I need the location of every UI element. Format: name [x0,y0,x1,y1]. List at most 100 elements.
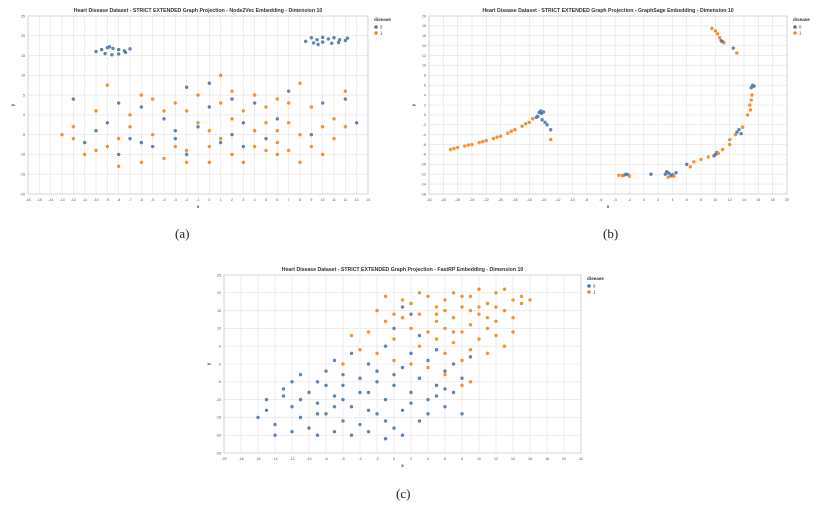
data-point-class-1 [502,344,507,348]
data-point-class-1 [620,174,625,178]
data-point-class-1 [451,316,456,320]
node2vec-scatter-chart: Heart Disease Dataset - STRICT EXTENDED … [10,8,391,209]
data-point-class-1 [332,136,336,141]
data-point-class-0 [264,136,268,141]
data-point-class-0 [534,115,539,120]
data-point-class-1 [105,144,110,149]
x-tick-label: -6 [140,198,143,202]
x-tick-label: 6 [276,198,278,202]
y-tick-label: 4 [424,93,426,97]
data-point-class-0 [468,355,473,359]
data-point-class-1 [448,147,453,152]
data-point-class-1 [375,308,379,313]
y-tick-label: -6 [423,143,426,147]
x-tick-label: 10 [713,198,717,202]
x-tick-label: -4 [614,198,617,202]
data-point-class-0 [71,97,76,101]
data-point-class-1 [264,148,268,153]
data-point-class-1 [460,294,464,299]
plot-frame [223,274,582,454]
data-point-class-0 [674,171,678,175]
x-tick-label: -18 [512,198,517,202]
data-point-class-0 [241,121,246,125]
data-point-class-1 [452,146,456,151]
data-point-class-1 [320,125,325,129]
data-point-class-0 [116,52,121,56]
data-point-class-0 [320,40,325,44]
plot-frame [428,15,788,195]
data-point-class-0 [207,81,212,85]
x-tick-label: -8 [324,457,327,461]
data-point-class-1 [426,294,430,299]
chart-panel-a: Heart Disease Dataset - STRICT EXTENDED … [2,3,397,213]
data-point-class-0 [392,326,396,331]
data-point-class-1 [748,103,752,107]
legend-entry-label: 1 [380,31,383,36]
data-point-class-1 [230,89,234,93]
x-tick-label: -5 [151,198,154,202]
data-point-class-1 [400,316,405,320]
y-tick-label: 8 [424,74,426,78]
data-point-class-1 [748,108,753,112]
data-point-class-1 [392,337,396,341]
x-tick-label: -11 [82,198,87,202]
data-point-class-0 [341,419,345,423]
x-tick-label: -10 [306,457,311,461]
data-point-class-1 [468,380,473,384]
x-axis-label: x [401,463,404,468]
data-point-class-0 [307,390,311,395]
y-tick-label: 18 [422,24,426,28]
data-point-class-0 [309,132,314,137]
data-point-class-0 [443,387,447,391]
data-point-class-1 [275,140,280,145]
y-tick-label: 20 [422,14,426,18]
data-point-class-0 [94,129,98,133]
data-point-class-0 [290,429,294,434]
data-point-class-1 [722,41,726,45]
x-tick-label: 8 [299,198,301,202]
data-point-class-1 [341,362,345,366]
data-point-class-0 [332,36,336,40]
legend-marker-1 [374,31,378,35]
x-tick-label: 16 [756,198,760,202]
x-tick-label: 5 [265,198,267,202]
data-point-class-1 [443,298,447,302]
y-tick-label: 6 [424,84,426,88]
data-point-class-0 [358,376,362,380]
x-tick-label: 10 [477,457,481,461]
x-tick-label: 14 [366,198,370,202]
data-point-class-0 [383,419,388,423]
data-point-class-1 [443,372,447,377]
data-point-class-1 [485,326,490,331]
data-point-class-0 [549,128,553,132]
data-point-class-0 [358,422,362,427]
data-point-class-0 [315,433,320,437]
x-tick-label: 12 [494,457,498,461]
data-point-class-0 [139,140,144,145]
data-point-class-0 [341,383,345,388]
data-point-class-0 [538,109,543,113]
x-tick-label: -24 [469,198,474,202]
data-point-class-1 [460,305,464,309]
data-point-class-0 [392,383,396,388]
data-point-class-1 [264,121,268,125]
data-point-class-1 [477,312,481,316]
data-point-class-1 [494,291,498,295]
data-point-class-1 [349,333,354,338]
x-tick-label: -16 [255,457,260,461]
data-point-class-0 [343,38,348,43]
x-axis-label: x [607,204,610,209]
data-point-class-0 [417,376,422,380]
data-point-class-0 [366,390,371,395]
data-point-class-1 [460,358,464,363]
y-tick-label: -15 [20,173,25,177]
data-point-class-1 [116,136,121,141]
data-point-class-1 [523,122,528,126]
legend-entry-label: 0 [593,284,596,289]
data-point-class-1 [477,337,481,341]
data-point-class-1 [383,319,388,323]
data-point-class-1 [196,93,200,97]
x-tick-label: -28 [441,198,446,202]
data-point-class-1 [150,97,155,101]
x-tick-label: 4 [427,457,429,461]
